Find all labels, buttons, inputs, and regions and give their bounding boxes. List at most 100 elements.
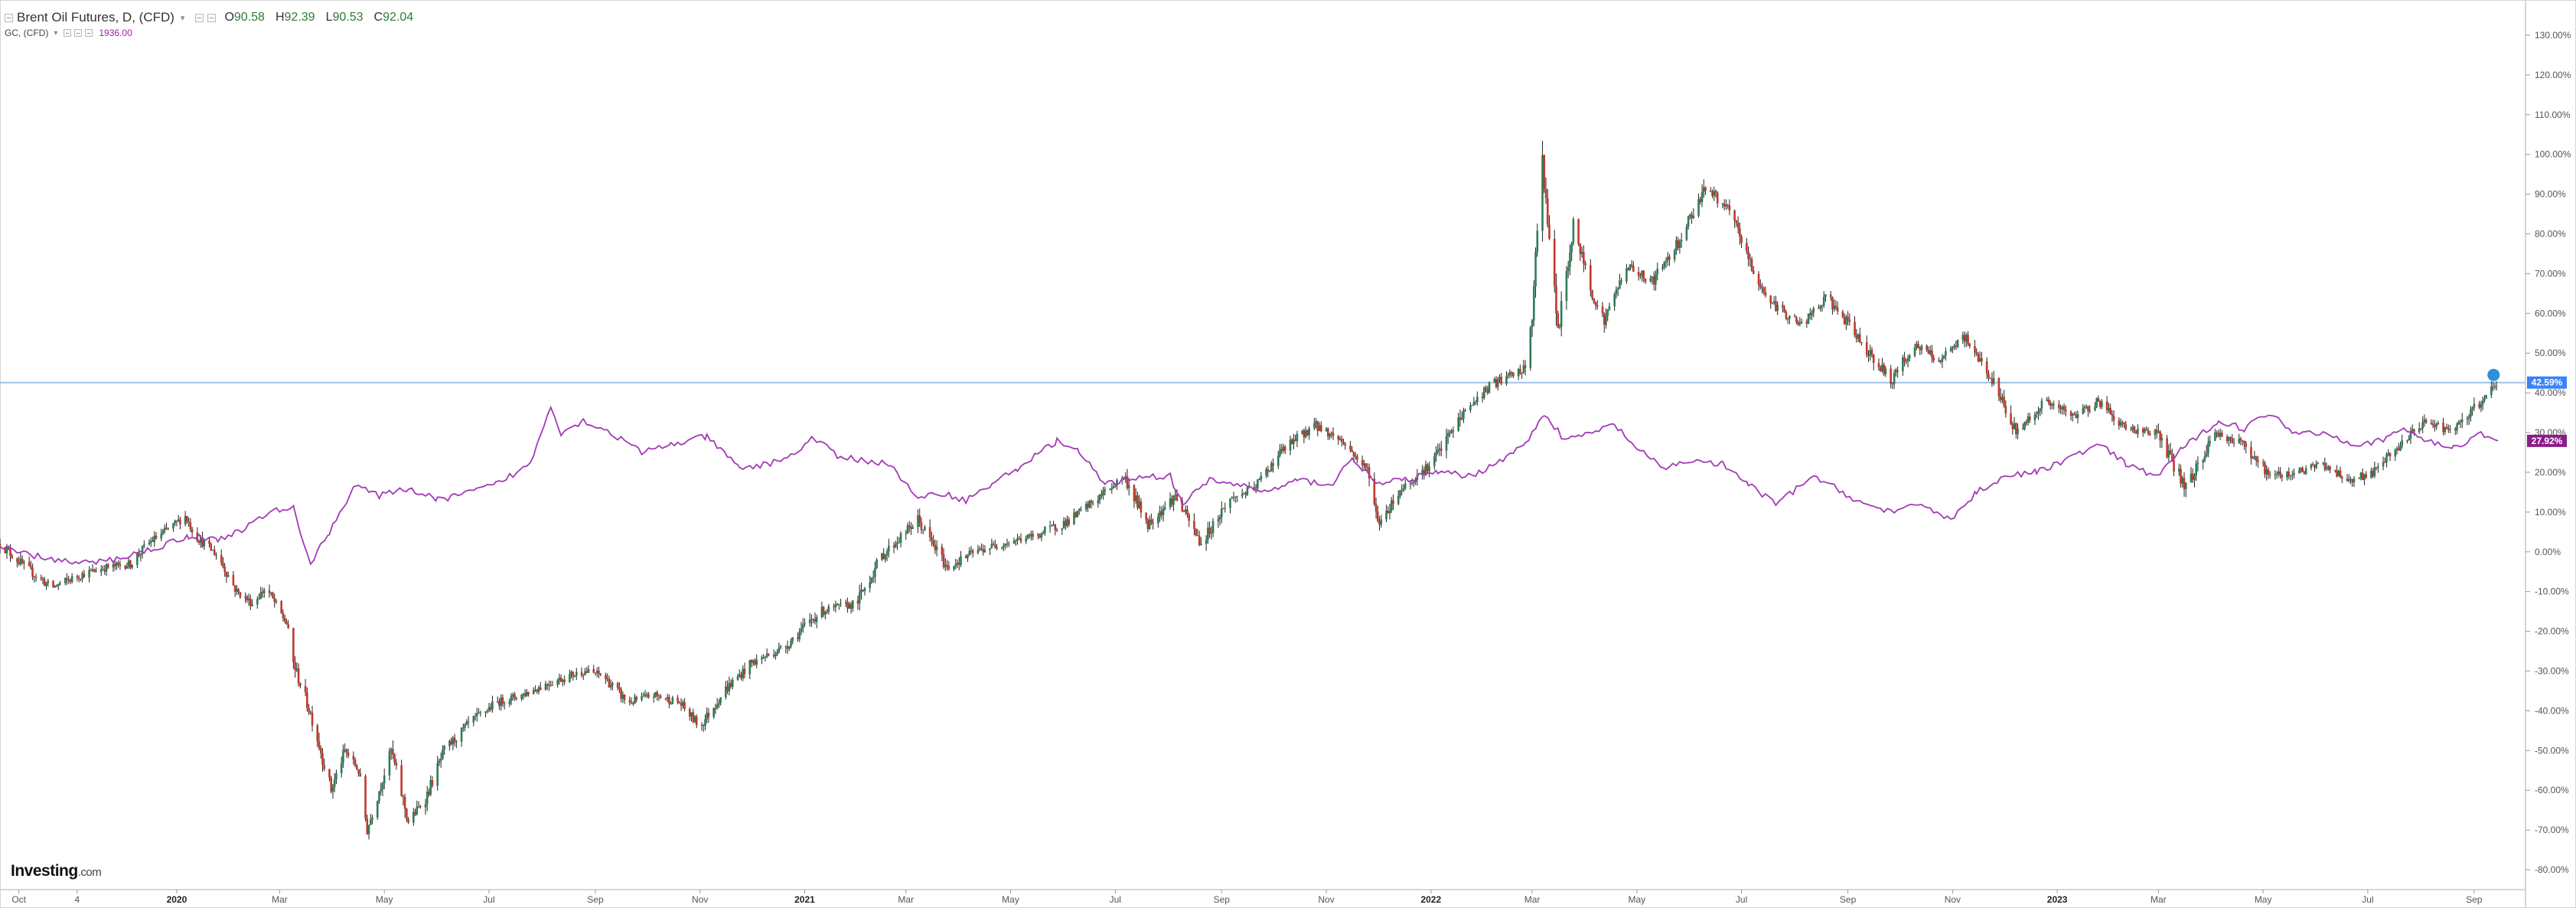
candle-body [1436,449,1440,452]
candle-body [213,550,216,556]
candle-body [1055,530,1058,531]
candle-body [21,558,24,563]
eye-icon[interactable] [195,13,204,22]
candle-body [47,580,50,583]
candle-body [1869,349,1872,357]
candle-body [174,520,176,524]
candle-body [52,580,54,587]
candle-body [512,694,514,696]
candle-body [599,673,602,675]
candle-body [888,545,890,551]
candle-body [2490,387,2493,395]
eye-icon[interactable] [64,29,72,37]
collapse-icon[interactable] [5,13,13,22]
candle-body [1018,538,1021,540]
candle-body [251,604,253,606]
candle-body [1232,496,1235,498]
candle-body [5,547,8,554]
candle-body [1397,495,1400,505]
compare-symbol-title[interactable]: GC, (CFD) [5,28,49,38]
candle-body [970,550,973,552]
candle-body [59,583,61,584]
settings-icon[interactable] [207,13,217,22]
candle-body [452,737,455,745]
candle-body [2413,429,2415,433]
compare-value: 1936.00 [99,28,132,38]
candle-body [500,697,502,707]
candle-body [1217,519,1220,521]
candle-body [127,560,130,567]
candle-body [30,566,32,568]
candle-body [1414,480,1417,482]
candle-body [246,596,249,601]
candle-body [605,674,607,680]
candle-body [804,623,806,625]
candle-body [1066,519,1068,526]
candle-body [1605,315,1607,325]
price-marker-icon[interactable] [2487,368,2500,381]
gold-last-label: 27.92% [2532,436,2563,446]
candle-body [1629,264,1632,270]
candle-body [559,678,562,682]
candle-body [1114,485,1117,487]
candle-body [2098,401,2102,407]
candle-body [1822,296,1825,305]
candle-body [2167,450,2170,458]
candle-body [1268,471,1271,472]
main-symbol-title[interactable]: Brent Oil Futures, D, (CFD) [17,10,174,24]
candle-body [1546,198,1549,225]
candle-body [654,692,657,697]
candle-body [1725,204,1727,207]
candle-body [1691,214,1693,219]
candle-body [1956,339,1959,348]
candle-body [1042,533,1045,534]
candle-body [1510,371,1513,373]
candle-body [1508,371,1511,376]
candle-body [872,576,875,578]
candle-body [2101,401,2103,407]
candle-body [2310,464,2313,469]
candle-body [232,575,235,586]
candle-body [369,819,372,825]
candle-body [618,688,621,689]
candle-body [2435,423,2437,427]
candle-body [573,675,576,677]
candle-body [964,556,967,559]
brent-last-label: 42.59% [2532,377,2563,388]
candle-body [1735,220,1738,223]
candle-body [1593,298,1596,303]
candle-body [215,555,217,557]
candle-body [2108,407,2110,410]
candle-body [556,680,559,685]
candle-body [810,619,813,621]
candle-body [321,753,324,765]
candle-body [116,562,118,567]
candle-body [76,576,79,578]
candle-body [1931,350,1933,358]
candle-body [1677,240,1679,248]
y-tick-label: 50.00% [2535,348,2566,358]
x-tick-label: Mar [2150,894,2167,905]
y-tick-label: 10.00% [2535,507,2566,518]
candle-body [501,697,504,704]
settings-icon[interactable] [74,29,83,37]
candle-body [2365,474,2367,478]
y-tick-label: 100.00% [2535,149,2571,160]
candle-body [1136,495,1139,508]
candle-body [1486,388,1489,393]
candle-body [416,806,419,815]
candle-body [1469,405,1472,411]
x-tick-label: Nov [692,894,708,905]
candle-body [1474,402,1477,403]
candle-body [1126,475,1129,488]
candle-body [1315,421,1317,423]
remove-icon[interactable] [85,29,93,37]
candle-body [1829,294,1832,298]
candle-body [2196,462,2199,464]
candle-body [210,544,213,551]
chevron-down-icon[interactable]: ▾ [54,28,58,38]
candle-body [2300,467,2302,471]
candle-body [1580,252,1583,254]
chevron-down-icon[interactable]: ▾ [180,13,185,23]
